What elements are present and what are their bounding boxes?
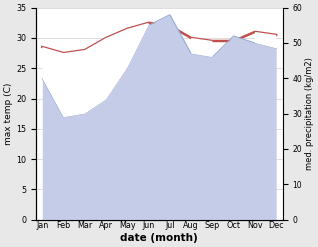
Y-axis label: med. precipitation (kg/m2): med. precipitation (kg/m2) bbox=[305, 57, 314, 170]
Y-axis label: max temp (C): max temp (C) bbox=[4, 82, 13, 145]
X-axis label: date (month): date (month) bbox=[121, 233, 198, 243]
